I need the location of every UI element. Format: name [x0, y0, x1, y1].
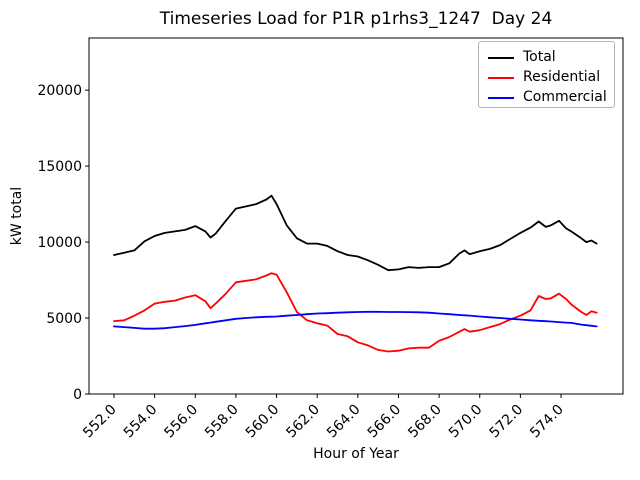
x-tick-label: 556.0	[161, 402, 201, 442]
legend-label: Total	[523, 49, 556, 65]
x-axis-label: Hour of Year	[313, 446, 399, 462]
series-line-total	[113, 194, 598, 272]
x-tick-label: 574.0	[527, 402, 567, 442]
y-tick-label: 5000	[46, 311, 82, 327]
x-tick-label: 554.0	[121, 402, 161, 442]
legend-item: Total	[488, 48, 614, 67]
chart-title: Timeseries Load for P1R p1rhs3_1247 Day …	[159, 9, 553, 29]
legend-line-sample-commercial	[488, 96, 514, 99]
x-tick-label: 566.0	[365, 402, 405, 442]
x-tick-label: 564.0	[324, 402, 364, 442]
x-tick-label: 558.0	[202, 402, 242, 442]
legend-item: Commercial	[488, 88, 614, 107]
y-tick-label: 10000	[37, 235, 82, 251]
legend-label: Commercial	[523, 89, 607, 105]
y-tick-label: 0	[73, 387, 82, 403]
legend-item: Residential	[488, 68, 614, 87]
x-tick-label: 562.0	[283, 402, 323, 442]
y-tick-label: 20000	[37, 83, 82, 99]
y-tick-label: 15000	[37, 159, 82, 175]
series-line-residential	[113, 272, 598, 353]
axes-spines	[88, 37, 624, 395]
legend-line-sample-residential	[488, 76, 514, 79]
x-tick-label: 572.0	[487, 402, 527, 442]
series-line-commercial	[113, 310, 598, 330]
x-tick-label: 568.0	[405, 402, 445, 442]
x-tick-label: 570.0	[446, 402, 486, 442]
legend-line-sample-total	[488, 56, 514, 59]
x-tick-label: 552.0	[80, 402, 120, 442]
legend: Total Residential Commercial	[478, 41, 615, 108]
x-tick-label: 560.0	[243, 402, 283, 442]
legend-label: Residential	[523, 69, 601, 85]
